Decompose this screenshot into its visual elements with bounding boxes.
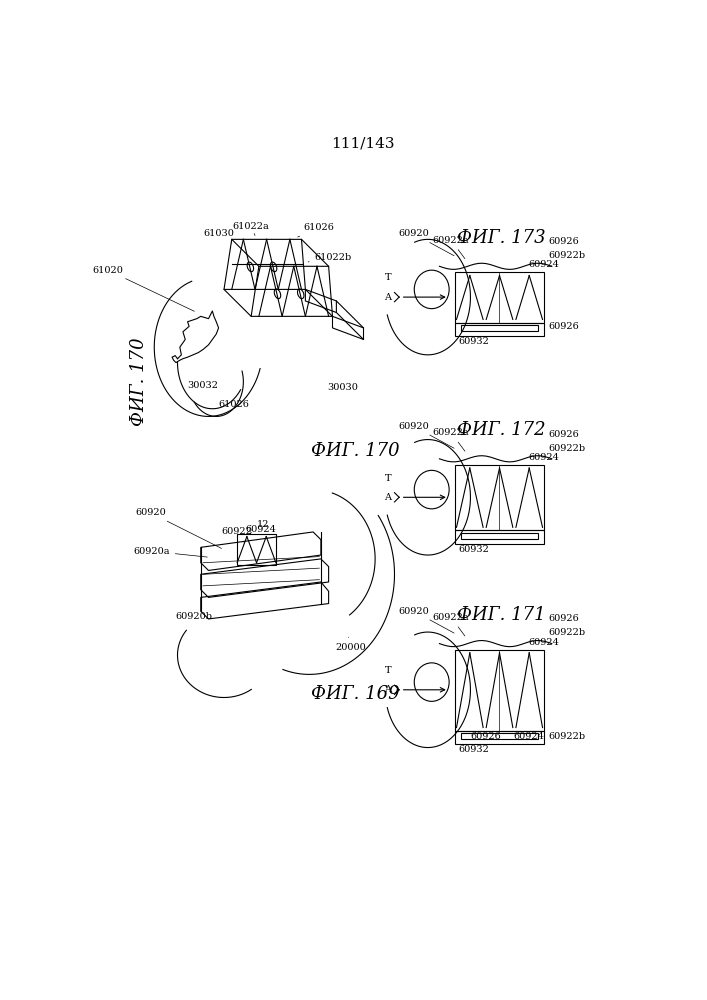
Text: 60920a: 60920a (133, 547, 207, 557)
Text: 60924: 60924 (529, 453, 559, 462)
Text: 60924: 60924 (245, 525, 276, 540)
Text: 60932: 60932 (459, 337, 490, 346)
Text: 60924: 60924 (529, 260, 559, 269)
Text: 60926: 60926 (548, 614, 579, 623)
Text: 60926: 60926 (548, 322, 579, 331)
Text: 60922a: 60922a (433, 236, 469, 259)
Text: 60920: 60920 (399, 229, 454, 256)
Text: A: A (385, 293, 392, 302)
Text: ФИГ. 173: ФИГ. 173 (457, 229, 546, 247)
Text: 60922b: 60922b (548, 628, 585, 637)
Text: 60920: 60920 (399, 422, 454, 448)
Text: ФИГ. 171: ФИГ. 171 (457, 606, 546, 624)
Text: 61022a: 61022a (233, 222, 269, 235)
Text: 60926: 60926 (548, 430, 579, 439)
Text: T: T (385, 666, 392, 675)
Text: T: T (385, 474, 392, 483)
Text: 61026: 61026 (298, 223, 334, 237)
Text: 60926: 60926 (548, 237, 579, 246)
Text: ФИГ. 172: ФИГ. 172 (457, 421, 546, 439)
Text: 60922b: 60922b (548, 251, 585, 260)
Text: 60922b: 60922b (548, 732, 585, 741)
Text: 12: 12 (250, 520, 269, 534)
Text: 60926: 60926 (470, 732, 501, 741)
Text: 60922: 60922 (222, 527, 252, 542)
Text: 60920: 60920 (399, 607, 454, 633)
Text: 61020: 61020 (93, 266, 194, 311)
Text: 60922a: 60922a (433, 613, 469, 636)
Text: 20000: 20000 (335, 637, 366, 652)
Text: T: T (385, 273, 392, 282)
Text: 30030: 30030 (327, 383, 358, 392)
Text: A: A (385, 685, 392, 694)
Text: ФИГ. 170: ФИГ. 170 (312, 442, 400, 460)
Text: 111/143: 111/143 (331, 136, 395, 150)
Text: 61022b: 61022b (308, 253, 352, 262)
Text: ФИГ. 169: ФИГ. 169 (312, 685, 400, 703)
Text: 61026: 61026 (218, 400, 250, 409)
Text: 60920: 60920 (135, 508, 221, 548)
Text: 60922a: 60922a (433, 428, 469, 451)
Text: 60932: 60932 (459, 745, 490, 754)
Text: 61030: 61030 (203, 229, 234, 243)
Text: 30032: 30032 (187, 381, 218, 390)
Text: 60924: 60924 (529, 638, 559, 647)
Text: ФИГ. 170: ФИГ. 170 (130, 337, 148, 426)
Text: 60924: 60924 (513, 732, 544, 741)
Text: 60922b: 60922b (548, 444, 585, 453)
Text: 60920b: 60920b (175, 612, 212, 621)
Text: 60932: 60932 (459, 545, 490, 554)
Text: A: A (385, 493, 392, 502)
